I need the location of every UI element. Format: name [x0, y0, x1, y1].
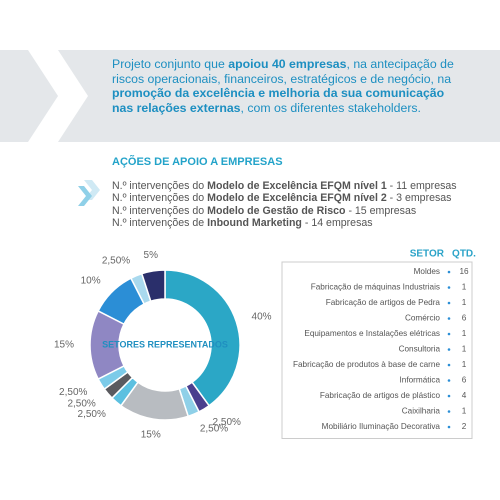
- sector-qty: 2: [462, 422, 467, 431]
- bullet: [447, 317, 451, 320]
- slice-label: 2,50%: [213, 417, 241, 428]
- slice-label: 2,50%: [67, 399, 95, 410]
- bullet: [447, 301, 451, 305]
- sector-name: Caixilharia: [402, 407, 441, 416]
- donut-slice: [140, 269, 166, 303]
- text-segment: - 3 empresas: [386, 192, 452, 205]
- sector-qty: 1: [462, 345, 467, 354]
- bullet: [447, 286, 451, 289]
- text-segment: - 14 empresas: [301, 217, 373, 230]
- action-item: N.º intervenções do Modelo de Gestão de …: [112, 205, 457, 217]
- slice-label: 2,50%: [78, 409, 106, 420]
- slice-label: 2,50%: [200, 424, 228, 435]
- text-segment: promoção da excelência e melhoria da sua…: [112, 86, 445, 115]
- bullet: [447, 332, 451, 336]
- text-segment: Modelo de Excelência EFQM nível 2: [207, 192, 387, 205]
- table-frame: [281, 261, 473, 439]
- slice-label: 10%: [81, 275, 101, 286]
- donut-slice: [164, 269, 241, 407]
- slice-label: 2,50%: [59, 387, 87, 398]
- bullet: [447, 425, 451, 429]
- text-segment: Projeto conjunto que: [112, 57, 229, 71]
- chevron-small: [78, 186, 92, 206]
- text-segment: , com os diferentes stakeholders.: [240, 100, 421, 115]
- slice-label: 5%: [144, 250, 159, 261]
- slice-label: 15%: [141, 430, 161, 441]
- section-heading: AÇÕES DE APOIO A EMPRESAS: [112, 156, 283, 168]
- slice-label: 2,50%: [102, 256, 130, 267]
- action-item: N.º intervenções de Inbound Marketing - …: [112, 217, 457, 229]
- sector-name: Fabricação de produtos à base de carne: [293, 360, 440, 369]
- bullet: [447, 363, 451, 367]
- bullet: [447, 270, 451, 274]
- bullet: [447, 394, 451, 398]
- sector-qty: 1: [462, 329, 467, 338]
- actions-list: N.º intervenções do Modelo de Excelência…: [112, 180, 457, 230]
- sector-qty: 1: [462, 407, 467, 416]
- sector-name: Mobiliário Iluminação Decorativa: [322, 422, 441, 431]
- slice-label: 40%: [252, 312, 272, 323]
- bullet: [447, 348, 451, 351]
- sector-name: Fabricação de máquinas Industriais: [311, 283, 440, 292]
- table-header: SETOR: [410, 249, 445, 260]
- sector-qty: 6: [462, 376, 467, 385]
- text-segment: Modelo de Excelência EFQM nível 1: [207, 180, 387, 192]
- sector-qty: 1: [462, 360, 467, 369]
- sector-qty: 1: [462, 283, 467, 292]
- text-segment: Inbound Marketing: [207, 217, 302, 230]
- text-segment: - 11 empresas: [386, 180, 457, 192]
- sector-name: Fabricação de artigos de plástico: [320, 391, 441, 400]
- sector-name: Consultoria: [399, 345, 441, 354]
- action-item: N.º intervenções do Modelo de Excelência…: [112, 192, 457, 204]
- slice-label: 15%: [54, 340, 74, 351]
- text-segment: - 15 empresas: [345, 204, 417, 217]
- text-segment: N.º intervenções do: [112, 192, 208, 205]
- intro-text: Projeto conjunto que apoiou 40 empresas,…: [112, 57, 462, 115]
- sector-name: Moldes: [414, 267, 440, 276]
- sector-qty: 6: [462, 314, 467, 323]
- action-item: N.º intervenções do Modelo de Excelência…: [112, 180, 457, 192]
- text-segment: N.º intervenções do: [112, 180, 208, 192]
- center-label: SETORES REPRESENTADOS: [102, 339, 228, 349]
- text-segment: N.º intervenções de: [112, 217, 208, 230]
- chevron: [28, 50, 88, 142]
- text-segment: , na antecipação de riscos operacionais,…: [112, 57, 454, 86]
- text-segment: apoiou 40 empresas: [228, 57, 347, 71]
- table-header: QTD.: [452, 249, 476, 260]
- sector-name: Informática: [400, 376, 441, 385]
- text-segment: N.º intervenções do: [112, 204, 208, 217]
- bullet: [447, 379, 451, 382]
- sector-qty: 4: [462, 391, 467, 400]
- sector-name: Comércio: [405, 314, 440, 323]
- sector-name: Fabricação de artigos de Pedra: [326, 298, 441, 307]
- sector-qty: 16: [459, 267, 469, 276]
- text-segment: Modelo de Gestão de Risco: [207, 204, 346, 217]
- sector-name: Equipamentos e Instalações elétricas: [304, 329, 440, 338]
- bullet: [447, 410, 451, 413]
- sector-qty: 1: [462, 298, 467, 307]
